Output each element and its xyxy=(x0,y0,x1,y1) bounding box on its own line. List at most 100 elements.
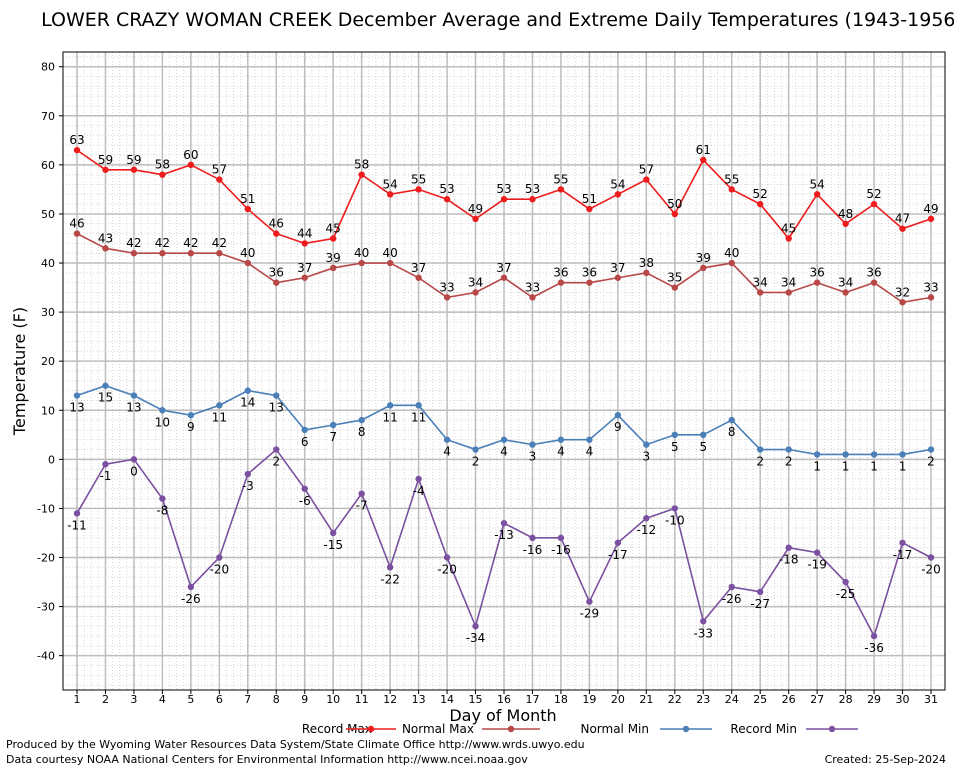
data-point xyxy=(73,510,81,517)
data-label: 36 xyxy=(553,266,568,280)
data-point xyxy=(500,196,508,203)
data-point xyxy=(244,205,251,213)
data-point xyxy=(700,264,707,272)
x-tick-label: 16 xyxy=(497,693,511,706)
data-point xyxy=(187,250,195,257)
data-label: 34 xyxy=(753,275,768,289)
data-label: 51 xyxy=(582,192,597,206)
data-point xyxy=(870,279,878,286)
data-point xyxy=(130,456,138,463)
x-tick-label: 13 xyxy=(412,693,426,706)
data-point xyxy=(813,549,821,556)
data-label: 2 xyxy=(756,455,764,469)
data-point xyxy=(842,220,849,227)
data-point xyxy=(330,421,337,429)
data-point xyxy=(187,583,195,591)
data-label: 47 xyxy=(895,212,910,226)
data-point xyxy=(330,264,337,272)
y-tick-label: -20 xyxy=(37,551,55,564)
x-tick-label: 18 xyxy=(554,693,568,706)
data-point xyxy=(301,274,308,281)
data-point xyxy=(216,176,223,183)
y-tick-label: 60 xyxy=(41,159,55,172)
x-tick-label: 5 xyxy=(187,693,194,706)
data-label: -17 xyxy=(608,548,628,562)
data-point xyxy=(216,554,223,561)
data-label: 40 xyxy=(724,246,739,260)
x-tick-label: 24 xyxy=(725,693,739,706)
data-point xyxy=(899,539,906,546)
legend-label: Record Min xyxy=(730,722,797,736)
data-point xyxy=(301,485,308,492)
data-label: 42 xyxy=(212,236,227,250)
data-label: 36 xyxy=(809,266,824,280)
data-label: 0 xyxy=(130,464,138,478)
y-tick-label: 50 xyxy=(41,208,55,221)
data-label: 4 xyxy=(586,445,594,459)
data-label: 55 xyxy=(411,172,426,186)
data-point xyxy=(813,451,821,458)
x-tick-label: 14 xyxy=(440,693,454,706)
data-point xyxy=(216,402,223,409)
data-label: -29 xyxy=(580,607,600,621)
data-point xyxy=(643,441,650,448)
y-tick-label: -40 xyxy=(37,650,55,663)
x-tick-label: 12 xyxy=(383,693,397,706)
data-label: -33 xyxy=(693,626,713,640)
data-label: 8 xyxy=(358,425,366,439)
data-label: -20 xyxy=(210,562,230,576)
x-tick-label: 31 xyxy=(924,693,938,706)
data-point xyxy=(614,191,622,198)
data-point xyxy=(700,431,707,438)
data-point xyxy=(529,196,536,203)
data-point xyxy=(671,284,678,291)
data-point xyxy=(216,250,223,257)
data-point xyxy=(785,446,792,453)
data-point xyxy=(557,279,565,286)
data-point xyxy=(785,289,792,296)
x-tick-label: 2 xyxy=(102,693,109,706)
data-point xyxy=(927,294,935,301)
data-label: -20 xyxy=(921,562,941,576)
data-label: 1 xyxy=(842,459,850,473)
data-label: 45 xyxy=(326,221,341,235)
data-label: -6 xyxy=(299,494,311,508)
data-label: -25 xyxy=(836,587,856,601)
data-point xyxy=(443,294,451,301)
legend-marker xyxy=(507,725,515,733)
data-point xyxy=(415,274,422,281)
data-label: 1 xyxy=(899,459,907,473)
data-label: -19 xyxy=(807,558,827,572)
data-point xyxy=(500,519,508,527)
data-point xyxy=(187,411,195,419)
data-label: -11 xyxy=(67,518,87,532)
data-label: 2 xyxy=(272,455,280,469)
data-point xyxy=(415,186,422,193)
data-point xyxy=(472,623,479,630)
data-point xyxy=(415,475,422,483)
data-point xyxy=(443,554,451,561)
data-courtesy-note: Data courtesy NOAA National Centers for … xyxy=(6,753,528,766)
data-point xyxy=(443,436,451,443)
produced-by-note: Produced by the Wyoming Water Resources … xyxy=(6,738,585,751)
y-tick-label: 70 xyxy=(41,110,55,123)
y-tick-label: 0 xyxy=(48,453,55,466)
data-label: 33 xyxy=(923,280,938,294)
data-point xyxy=(870,632,878,640)
data-label: 10 xyxy=(155,415,170,429)
data-point xyxy=(813,279,821,286)
data-label: 53 xyxy=(525,182,540,196)
data-label: 35 xyxy=(667,271,682,285)
data-label: -4 xyxy=(413,484,425,498)
data-point xyxy=(728,416,735,424)
data-label: 36 xyxy=(866,266,881,280)
data-point xyxy=(643,269,650,277)
data-point xyxy=(159,407,166,414)
data-label: -15 xyxy=(323,538,343,552)
data-label: 37 xyxy=(496,261,511,275)
data-label: 9 xyxy=(614,420,622,434)
data-point xyxy=(386,402,394,409)
x-tick-label: 30 xyxy=(896,693,910,706)
data-label: -16 xyxy=(551,543,571,557)
data-point xyxy=(358,259,365,267)
